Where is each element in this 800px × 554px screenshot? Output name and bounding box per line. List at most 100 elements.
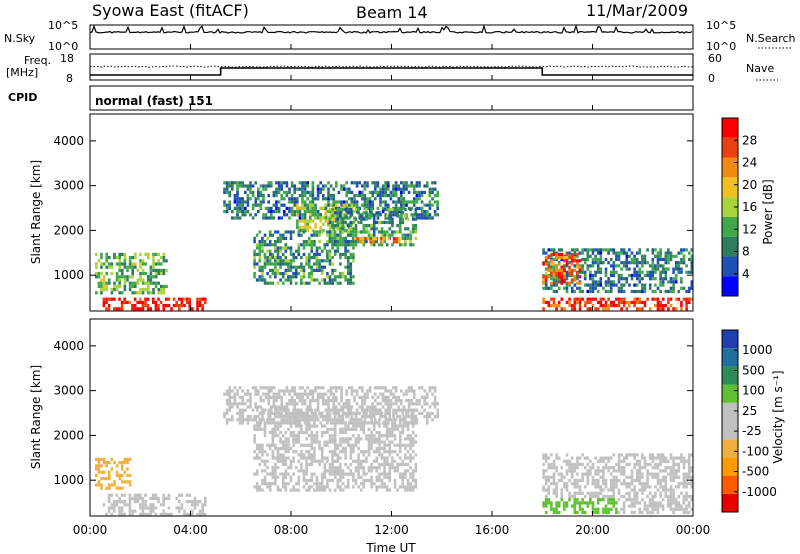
echo-cell	[594, 286, 597, 290]
echo-cell	[664, 466, 668, 470]
echo-cell	[372, 424, 376, 428]
echo-cell	[628, 491, 631, 495]
echo-cell	[147, 256, 150, 260]
echo-cell	[95, 262, 98, 266]
echo-cell	[362, 230, 366, 234]
echo-cell	[241, 203, 244, 207]
echo-cell	[267, 216, 270, 220]
echo-cell	[314, 225, 317, 230]
echo-cell	[576, 265, 579, 269]
echo-cell	[335, 200, 338, 204]
echo-cell	[331, 440, 334, 444]
echo-cell	[410, 418, 413, 422]
echo-cell	[383, 459, 386, 463]
echo-cell	[366, 237, 370, 241]
echo-cell	[277, 392, 281, 396]
echo-cell	[201, 512, 204, 516]
echo-cell	[319, 386, 322, 390]
echo-cell	[402, 187, 406, 191]
echo-cell	[339, 450, 342, 454]
echo-cell	[550, 286, 553, 290]
echo-cell	[420, 216, 424, 220]
echo-cell	[418, 213, 421, 217]
echo-cell	[685, 248, 688, 252]
echo-cell	[646, 270, 649, 274]
echo-cell	[563, 272, 566, 276]
echo-cell	[423, 203, 426, 207]
echo-cell	[236, 418, 239, 422]
echo-cell	[271, 256, 275, 260]
echo-cell	[110, 483, 114, 487]
echo-cell	[630, 300, 634, 304]
echo-cell	[667, 300, 670, 304]
echo-cell	[661, 498, 665, 502]
echo-cell	[638, 300, 642, 304]
echo-cell	[381, 184, 385, 188]
echo-cell	[565, 281, 569, 285]
echo-cell	[281, 233, 285, 237]
echo-cell	[340, 184, 343, 188]
echo-cell	[586, 478, 590, 483]
echo-cell	[381, 200, 385, 204]
echo-cell	[573, 485, 577, 489]
x-tick-label: 08:00	[274, 523, 309, 537]
echo-cell	[110, 506, 113, 510]
echo-cell	[301, 184, 304, 188]
echo-cell	[643, 462, 647, 467]
echo-cell	[628, 498, 631, 502]
echo-cell	[257, 415, 260, 419]
echo-cell	[313, 459, 316, 463]
echo-cell	[557, 472, 561, 476]
echo-cell	[263, 278, 267, 282]
echo-cell	[266, 256, 269, 260]
echo-cell	[646, 297, 649, 301]
echo-cell	[594, 283, 597, 287]
echo-cell	[381, 187, 385, 191]
echo-cell	[363, 181, 367, 185]
echo-cell	[341, 272, 345, 276]
echo-cell	[244, 190, 247, 194]
colorbar-tick-label: 4	[742, 267, 750, 281]
echo-cell	[284, 475, 288, 479]
echo-cell	[162, 512, 165, 516]
echo-cell	[690, 482, 694, 486]
echo-cell	[263, 482, 267, 486]
echo-cell	[102, 297, 106, 301]
echo-cell	[654, 456, 657, 460]
echo-cell	[604, 466, 608, 470]
echo-cell	[255, 424, 259, 428]
echo-cell	[178, 509, 181, 513]
echo-cell	[322, 184, 325, 188]
echo-cell	[411, 217, 415, 221]
echo-cell	[355, 184, 359, 188]
echo-cell	[405, 389, 408, 393]
echo-cell	[648, 270, 652, 274]
echo-cell	[550, 297, 553, 301]
echo-cell	[284, 430, 288, 435]
echo-cell	[633, 462, 636, 467]
echo-cell	[369, 240, 372, 244]
echo-cell	[687, 482, 691, 486]
echo-cell	[307, 462, 311, 467]
echo-cell	[378, 478, 381, 483]
echo-cell	[672, 254, 675, 258]
echo-cell	[313, 240, 316, 244]
echo-cell	[375, 411, 379, 415]
echo-cell	[305, 478, 308, 483]
echo-cell	[615, 510, 618, 515]
echo-cell	[643, 304, 647, 308]
echo-cell	[100, 265, 103, 269]
echo-cell	[283, 210, 286, 214]
echo-cell	[95, 275, 98, 279]
echo-cell	[359, 240, 362, 244]
echo-cell	[141, 506, 145, 510]
echo-cell	[349, 462, 353, 467]
echo-cell	[633, 504, 636, 508]
echo-cell	[267, 395, 270, 399]
echo-cell	[108, 265, 111, 269]
echo-cell	[297, 249, 301, 253]
echo-cell	[267, 194, 270, 198]
echo-cell	[687, 300, 691, 304]
echo-cell	[152, 275, 155, 279]
echo-cell	[290, 200, 294, 204]
